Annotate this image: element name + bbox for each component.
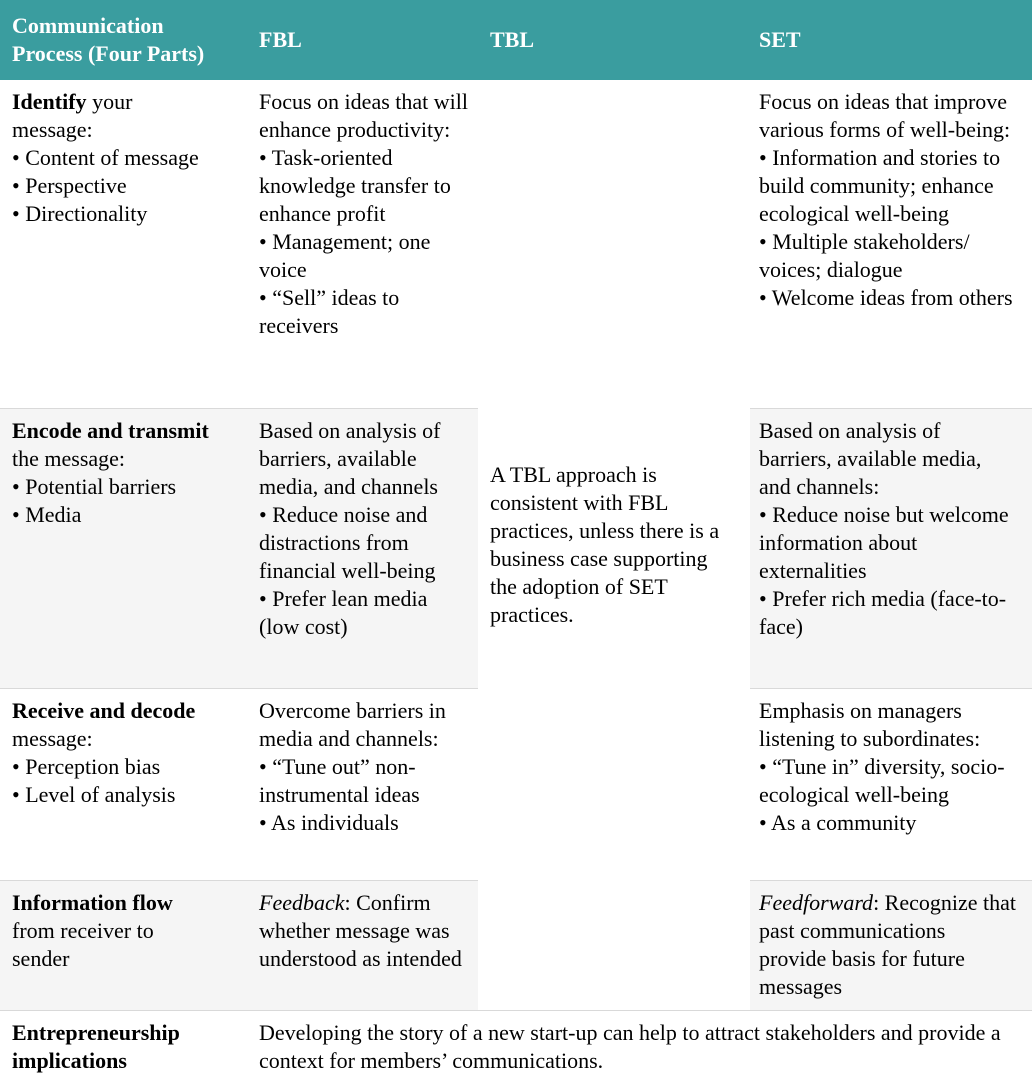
cell-encode-set: Based on analysis of barriers, available… xyxy=(750,408,1032,688)
cell-information-flow-fbl: Feedback: Confirm whether message was un… xyxy=(248,880,478,1010)
bullet-line: • Directionality xyxy=(12,201,148,226)
cell-encode-label: Encode and transmit the message: • Poten… xyxy=(0,408,248,688)
bullet-line: • Multiple stakeholders/ voices; dialogu… xyxy=(759,229,970,282)
feedback-rest: : Confirm whether message was understood… xyxy=(259,890,462,971)
tbl-note-text: A TBL approach is consistent with FBL pr… xyxy=(490,462,720,627)
cell-intro: Focus on ideas that will enhance product… xyxy=(259,89,468,142)
header-communication-process-label: Communication Process (Four Parts) xyxy=(12,13,205,66)
cell-entrepreneurship-label: Entrepreneurship implications xyxy=(0,1010,248,1091)
cell-text: Feedforward: Recognize that past communi… xyxy=(759,889,1016,1001)
bullet-line: • Information and stories to build commu… xyxy=(759,145,1001,226)
row-label-bold: Identify xyxy=(12,89,87,114)
cell-intro: Based on analysis of barriers, available… xyxy=(259,418,441,499)
bullet-line: • Reduce noise but welcome information a… xyxy=(759,502,1009,583)
cell-intro: Focus on ideas that improve various form… xyxy=(759,89,1011,142)
cell-identify-label: Identify your message: • Content of mess… xyxy=(0,80,248,408)
bullet-line: • Media xyxy=(12,502,82,527)
bullet-line: • “Tune out” non-instrumental ideas xyxy=(259,754,420,807)
bullet-line: • As a community xyxy=(759,810,917,835)
cell-identify-set: Focus on ideas that improve various form… xyxy=(750,80,1032,408)
cell-identify-fbl: Focus on ideas that will enhance product… xyxy=(248,80,478,408)
bullet-line: • Perspective xyxy=(12,173,127,198)
cell-text: Feedback: Confirm whether message was un… xyxy=(259,889,469,973)
header-fbl-label: FBL xyxy=(259,27,302,52)
row-label-rest: message: xyxy=(12,726,93,751)
row-label-bold: Receive and decode xyxy=(12,698,196,723)
header-communication-process: Communication Process (Four Parts) xyxy=(0,0,248,80)
bullet-line: • “Tune in” diversity, socio-ecological … xyxy=(759,754,1005,807)
bullet-line: • Prefer rich media (face-to-face) xyxy=(759,586,1007,639)
row-label-rest: the message: xyxy=(12,446,126,471)
cell-tbl-note: A TBL approach is consistent with FBL pr… xyxy=(478,80,750,1010)
cell-information-flow-label: Information flow from receiver to sender xyxy=(0,880,248,1010)
row-label: Identify your message: xyxy=(12,88,210,144)
header-tbl-label: TBL xyxy=(490,27,535,52)
bullet-line: • As individuals xyxy=(259,810,399,835)
cell-entrepreneurship-text: Developing the story of a new start-up c… xyxy=(248,1010,1032,1091)
bullet-line: • Reduce noise and distractions from fin… xyxy=(259,502,436,583)
cell-intro: Based on analysis of barriers, available… xyxy=(759,418,982,499)
bullet-line: • Potential barriers xyxy=(12,474,177,499)
row-label-bold: Information flow xyxy=(12,890,173,915)
feedforward-rest: : Recognize that past communications pro… xyxy=(759,890,1017,999)
cell-receive-fbl: Overcome barriers in media and channels:… xyxy=(248,688,478,880)
cell-receive-set: Emphasis on managers listening to subord… xyxy=(750,688,1032,880)
row-label-bold: Encode and transmit xyxy=(12,418,209,443)
row-label: Receive and decode message: xyxy=(12,697,210,753)
bullet-line: • “Sell” ideas to receivers xyxy=(259,285,400,338)
header-set-label: SET xyxy=(759,27,801,52)
row-label: Encode and transmit the message: xyxy=(12,417,210,473)
bullet-line: • Prefer lean media (low cost) xyxy=(259,586,428,639)
cell-intro: Overcome barriers in media and channels: xyxy=(259,698,446,751)
header-tbl: TBL xyxy=(478,0,750,80)
feedforward-term: Feedforward xyxy=(759,890,874,915)
cell-information-flow-set: Feedforward: Recognize that past communi… xyxy=(750,880,1032,1010)
header-set: SET xyxy=(750,0,1032,80)
bullet-line: • Management; one voice xyxy=(259,229,431,282)
cell-receive-label: Receive and decode message: • Perception… xyxy=(0,688,248,880)
bullet-line: • Task-oriented knowledge transfer to en… xyxy=(259,145,451,226)
bullet-line: • Content of message xyxy=(12,145,199,170)
row-label: Information flow from receiver to sender xyxy=(12,889,210,973)
entrepreneurship-implications-text: Developing the story of a new start-up c… xyxy=(259,1020,1001,1073)
row-label-bold: Entrepreneurship implications xyxy=(12,1020,180,1073)
cell-intro: Emphasis on managers listening to subord… xyxy=(759,698,981,751)
bullet-line: • Welcome ideas from others xyxy=(759,285,1013,310)
feedback-term: Feedback xyxy=(259,890,345,915)
bullet-line: • Level of analysis xyxy=(12,782,176,807)
row-label-rest: from receiver to sender xyxy=(12,918,154,971)
row-label-rest: your message: xyxy=(12,89,133,142)
header-fbl: FBL xyxy=(248,0,478,80)
row-label: Entrepreneurship implications xyxy=(12,1019,210,1075)
cell-encode-fbl: Based on analysis of barriers, available… xyxy=(248,408,478,688)
bullet-line: • Perception bias xyxy=(12,754,161,779)
